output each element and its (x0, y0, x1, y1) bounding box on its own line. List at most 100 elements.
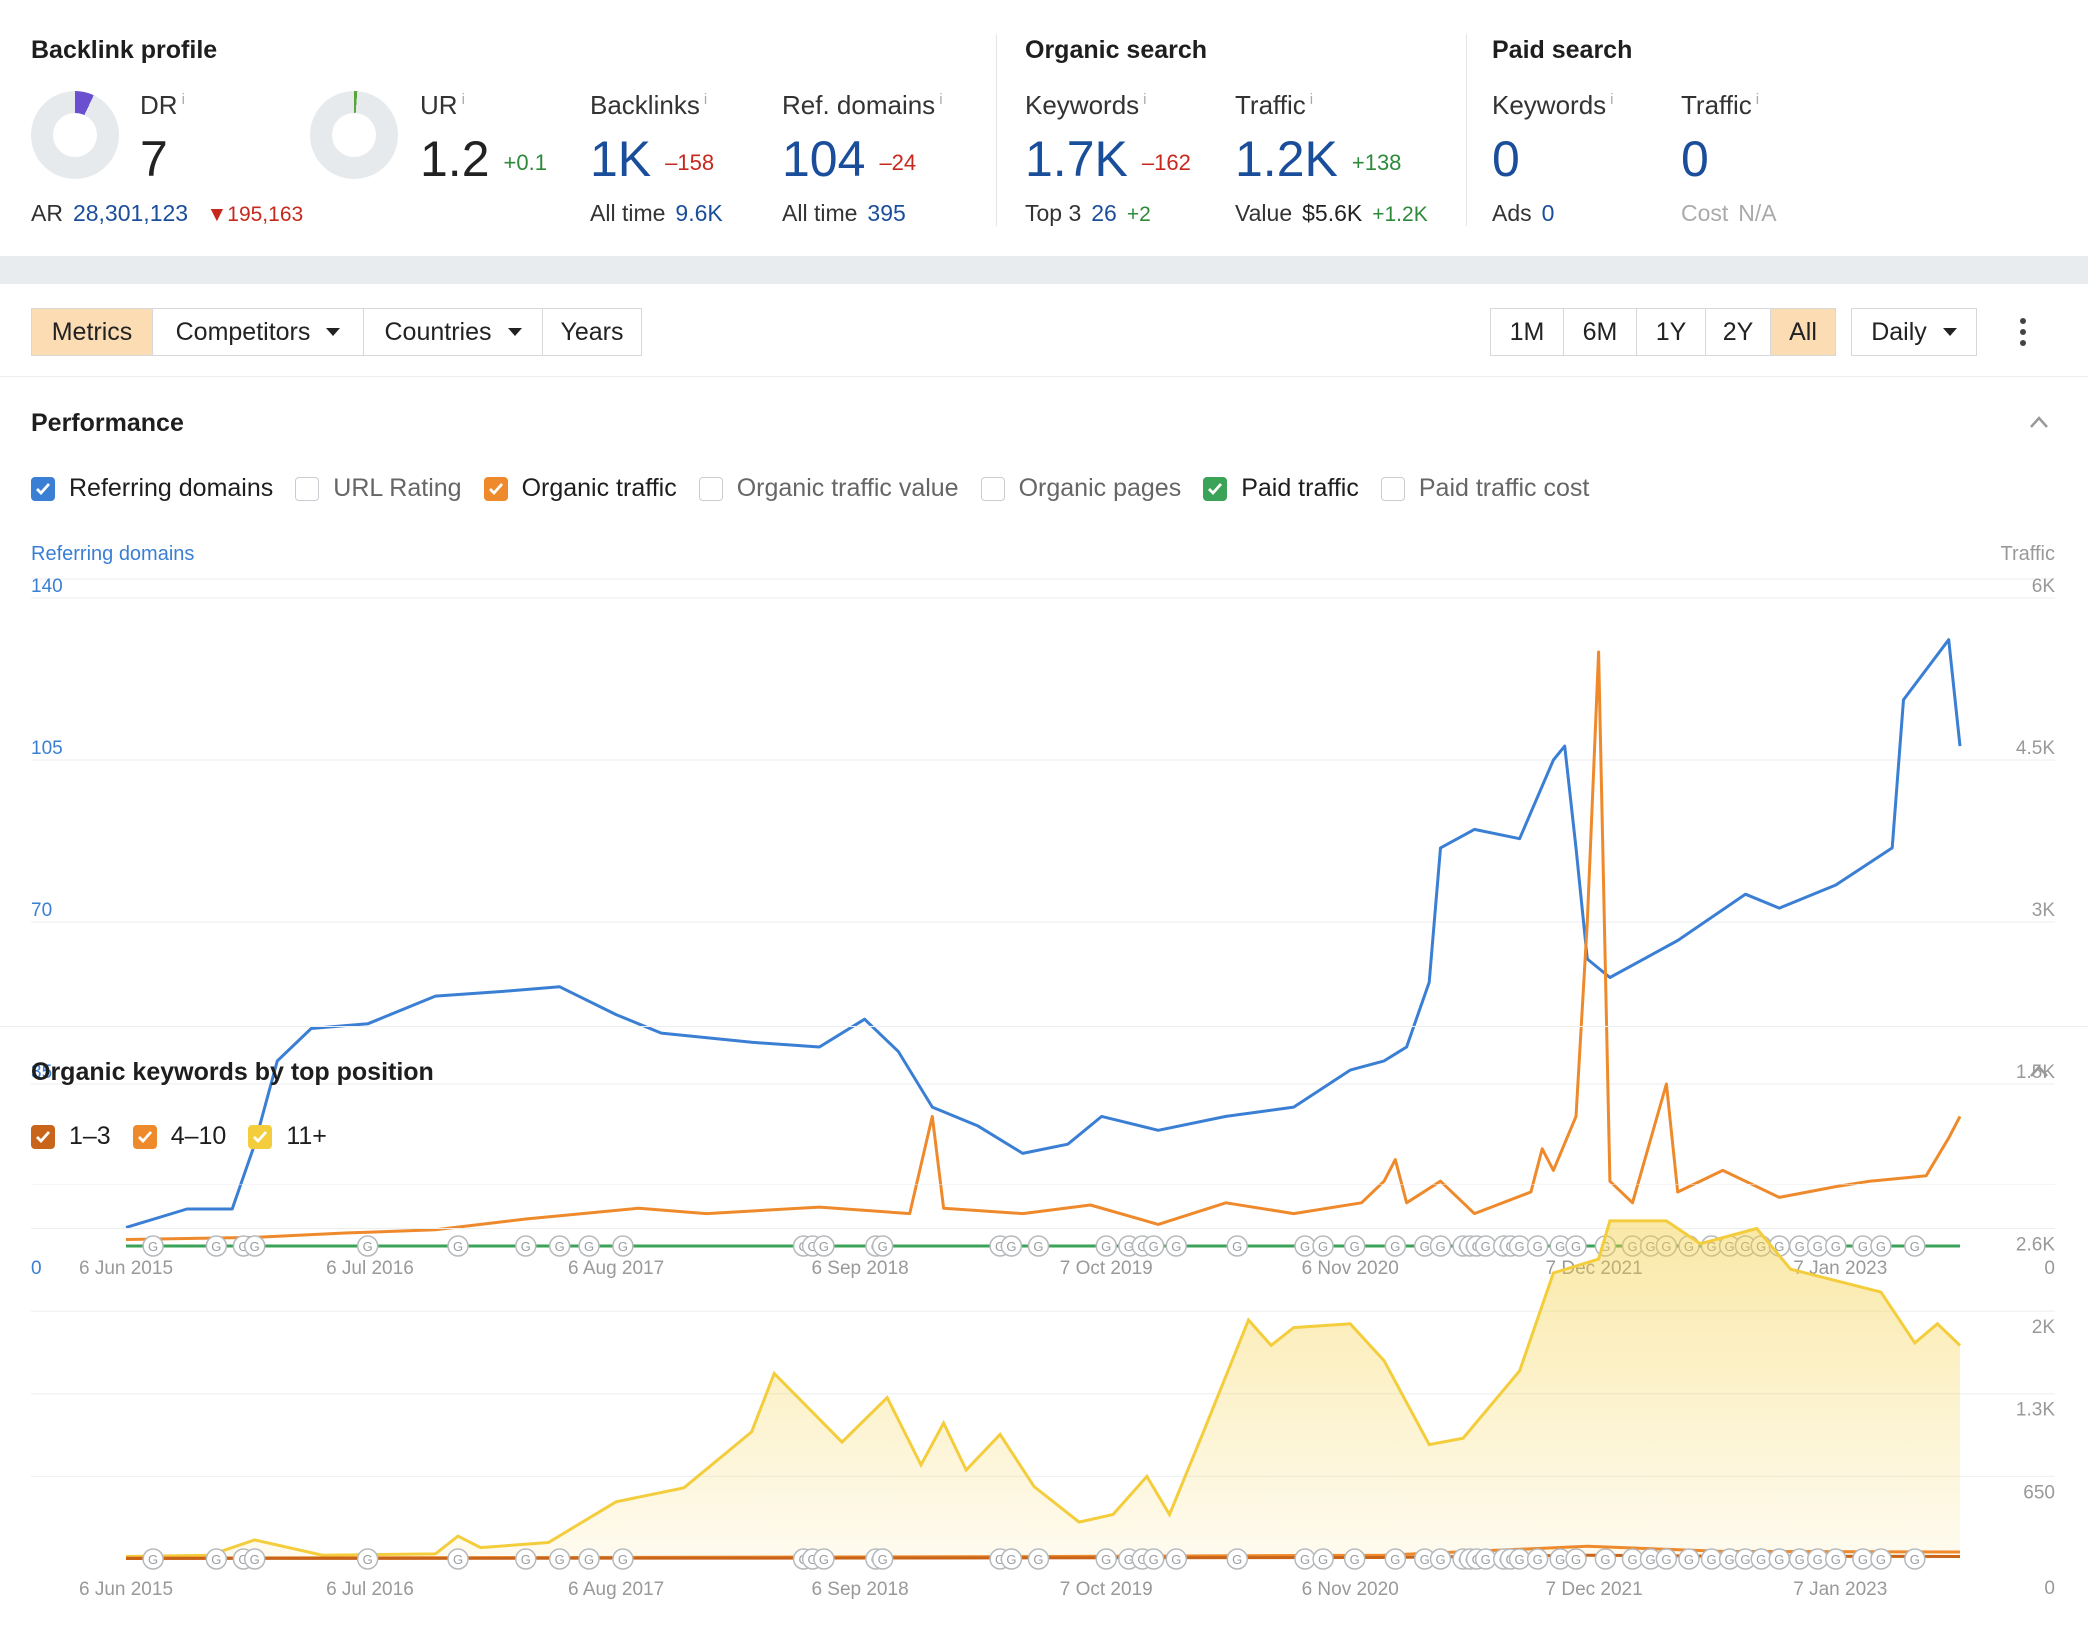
info-icon[interactable]: i (1755, 91, 1760, 108)
google-update-marker-icon[interactable]: G (447, 1548, 469, 1570)
google-update-marker-icon[interactable]: G (1768, 1548, 1791, 1570)
google-update-marker-icon[interactable]: G (871, 1235, 894, 1257)
paid-traffic-value[interactable]: 0 (1681, 131, 1709, 187)
ref-domains-label[interactable]: Ref. domains i (782, 90, 943, 120)
google-update-marker-icon[interactable]: G (1750, 1548, 1772, 1570)
google-update-marker-icon[interactable]: G (612, 1235, 634, 1257)
google-update-marker-icon[interactable]: G (1549, 1235, 1571, 1257)
google-update-marker-icon[interactable]: G (1788, 1235, 1811, 1257)
checkbox-checked-icon[interactable] (248, 1124, 273, 1149)
ur-value[interactable]: 1.2 +0.1 (420, 131, 547, 187)
google-update-marker-icon[interactable]: G (813, 1235, 835, 1257)
google-update-marker-icon[interactable]: G (1474, 1548, 1497, 1570)
google-update-marker-icon[interactable]: G (1165, 1235, 1188, 1257)
series-line[interactable] (125, 1219, 1962, 1558)
info-icon[interactable]: i (1143, 91, 1147, 108)
tab-countries[interactable]: Countries (363, 308, 543, 356)
google-update-marker-icon[interactable]: G (1165, 1548, 1188, 1570)
range-1m[interactable]: 1M (1490, 308, 1564, 356)
google-update-marker-icon[interactable]: G (1474, 1235, 1497, 1257)
metric-toggle-3[interactable]: Organic traffic value (698, 474, 959, 503)
google-update-marker-icon[interactable]: G (356, 1235, 379, 1257)
google-update-marker-icon[interactable]: G (578, 1235, 600, 1257)
google-update-marker-icon[interactable]: G (1526, 1548, 1549, 1570)
google-update-marker-icon[interactable]: G (1904, 1548, 1926, 1570)
google-update-marker-icon[interactable]: G (1825, 1235, 1847, 1257)
google-update-marker-icon[interactable]: G (205, 1548, 228, 1570)
google-update-marker-icon[interactable]: G (243, 1548, 266, 1570)
google-update-marker-icon[interactable]: G (1526, 1235, 1549, 1257)
metric-toggle-2[interactable]: Organic traffic (483, 474, 677, 503)
info-icon[interactable]: i (1309, 91, 1314, 108)
tab-competitors[interactable]: Competitors (152, 308, 364, 356)
google-update-marker-icon[interactable]: G (1429, 1235, 1452, 1257)
google-update-marker-icon[interactable]: G (1142, 1235, 1165, 1257)
range-6m[interactable]: 6M (1563, 308, 1637, 356)
metric-toggle-6[interactable]: Paid traffic cost (1380, 474, 1589, 503)
google-update-marker-icon[interactable]: G (548, 1548, 571, 1570)
series-line[interactable] (125, 650, 1962, 1241)
backlinks-value[interactable]: 1K –158 (590, 131, 715, 187)
google-update-marker-icon[interactable]: G (1027, 1235, 1050, 1257)
google-update-marker-icon[interactable]: G (1384, 1548, 1407, 1570)
info-icon[interactable]: i (939, 91, 943, 108)
google-update-marker-icon[interactable]: G (1312, 1235, 1334, 1257)
organic-keywords-label[interactable]: Keywords i (1025, 90, 1147, 120)
paid-keywords-label[interactable]: Keywords i (1492, 90, 1614, 120)
position-toggle-0[interactable]: 1–3 (31, 1122, 111, 1151)
google-update-marker-icon[interactable]: G (1226, 1548, 1248, 1570)
google-update-marker-icon[interactable]: G (243, 1235, 266, 1257)
google-update-marker-icon[interactable]: G (515, 1548, 537, 1570)
google-update-marker-icon[interactable]: G (1825, 1548, 1847, 1570)
range-1y[interactable]: 1Y (1636, 308, 1706, 356)
google-update-marker-icon[interactable]: G (1678, 1548, 1700, 1570)
google-update-marker-icon[interactable]: G (1565, 1548, 1587, 1570)
organic-traffic-value[interactable]: 1.2K +138 (1235, 131, 1402, 187)
google-update-marker-icon[interactable]: G (447, 1235, 469, 1257)
metric-toggle-5[interactable]: Paid traffic (1203, 474, 1359, 503)
google-update-marker-icon[interactable]: G (1294, 1548, 1316, 1570)
google-update-marker-icon[interactable]: G (1852, 1548, 1874, 1570)
google-update-marker-icon[interactable]: G (612, 1548, 634, 1570)
google-update-marker-icon[interactable]: G (1343, 1235, 1366, 1257)
position-toggle-1[interactable]: 4–10 (132, 1122, 226, 1151)
google-update-marker-icon[interactable]: G (1700, 1548, 1723, 1570)
checkbox-icon[interactable] (698, 476, 723, 501)
checkbox-icon[interactable] (295, 476, 320, 501)
checkbox-icon[interactable] (1380, 476, 1405, 501)
tab-years[interactable]: Years (542, 308, 642, 356)
range-all[interactable]: All (1770, 308, 1836, 356)
google-update-marker-icon[interactable]: G (1788, 1548, 1811, 1570)
checkbox-icon[interactable] (980, 476, 1005, 501)
google-update-marker-icon[interactable]: G (1655, 1548, 1678, 1570)
granularity-select[interactable]: Daily (1851, 308, 1977, 356)
google-update-marker-icon[interactable]: G (1852, 1235, 1874, 1257)
google-update-marker-icon[interactable]: G (142, 1235, 164, 1257)
info-icon[interactable]: i (1610, 91, 1614, 108)
checkbox-checked-icon[interactable] (132, 1124, 157, 1149)
ar-value[interactable]: 28,301,123 (72, 200, 189, 226)
google-update-marker-icon[interactable]: G (1429, 1548, 1452, 1570)
info-icon[interactable]: i (703, 91, 708, 108)
traffic-value-amount[interactable]: $5.6K (1302, 200, 1363, 226)
position-toggle-2[interactable]: 11+ (248, 1122, 327, 1151)
metric-toggle-1[interactable]: URL Rating (295, 474, 462, 503)
backlinks-alltime-value[interactable]: 9.6K (675, 200, 723, 226)
google-update-marker-icon[interactable]: G (548, 1235, 571, 1257)
google-update-marker-icon[interactable]: G (871, 1548, 894, 1570)
checkbox-checked-icon[interactable] (1203, 476, 1228, 501)
google-update-marker-icon[interactable]: G (1565, 1235, 1587, 1257)
google-update-marker-icon[interactable]: G (1508, 1548, 1531, 1570)
google-update-marker-icon[interactable]: G (1027, 1548, 1050, 1570)
ref-domains-alltime-value[interactable]: 395 (867, 200, 906, 226)
google-update-marker-icon[interactable]: G (1000, 1548, 1023, 1570)
google-update-marker-icon[interactable]: G (1904, 1235, 1926, 1257)
google-update-marker-icon[interactable]: G (1384, 1235, 1407, 1257)
google-update-marker-icon[interactable]: G (1000, 1235, 1023, 1257)
organic-traffic-label[interactable]: Traffic i (1235, 90, 1314, 120)
info-icon[interactable]: i (461, 91, 465, 108)
google-update-marker-icon[interactable]: G (1095, 1235, 1117, 1257)
google-update-marker-icon[interactable]: G (1095, 1548, 1117, 1570)
google-update-marker-icon[interactable]: G (142, 1548, 164, 1570)
